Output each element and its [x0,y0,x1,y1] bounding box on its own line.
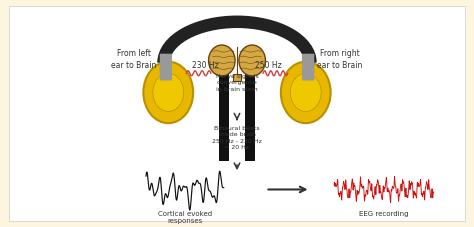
Ellipse shape [153,74,184,112]
Text: EEG recording: EEG recording [359,210,409,216]
Text: 250 Hz: 250 Hz [255,61,282,70]
Ellipse shape [143,62,193,124]
Ellipse shape [290,74,321,112]
Bar [233,74,241,81]
FancyBboxPatch shape [9,7,465,221]
Ellipse shape [281,62,331,124]
Text: Nerve signals
convergence
in brain stem: Nerve signals convergence in brain stem [216,74,258,91]
Text: 230 Hz: 230 Hz [192,61,219,70]
Bar [219,73,229,161]
Ellipse shape [209,46,235,77]
Text: Cortical evoked
responses: Cortical evoked responses [158,210,212,223]
Text: Binaural beats
inside brain
250 Hz - 230 Hz
= 20 Hz: Binaural beats inside brain 250 Hz - 230… [212,126,262,149]
Text: From left
ear to Brain: From left ear to Brain [111,49,157,69]
Bar [245,73,255,161]
FancyBboxPatch shape [302,54,314,81]
Text: From right
ear to Brain: From right ear to Brain [317,49,363,69]
Ellipse shape [239,46,265,77]
FancyBboxPatch shape [160,54,172,81]
